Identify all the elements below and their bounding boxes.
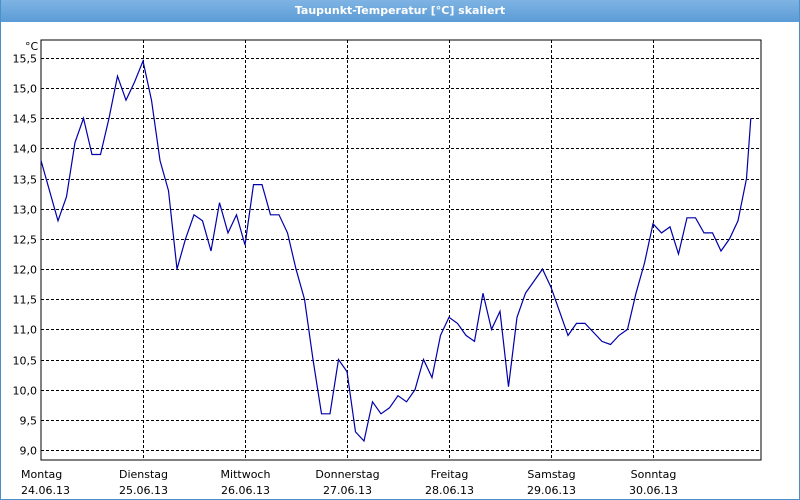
plot-frame [40, 39, 762, 461]
y-tick-label: 13,0 [13, 204, 38, 217]
x-date-label: 24.06.13 [21, 484, 70, 497]
y-tick-label: 13,5 [13, 174, 38, 187]
y-tick-label: 10,0 [13, 385, 38, 398]
x-date-label: 26.06.13 [221, 484, 270, 497]
y-tick-label: 14,0 [13, 143, 38, 156]
y-tick-label: 15,5 [13, 53, 38, 66]
y-tick-label: 14,5 [13, 113, 38, 126]
x-day-label: Montag [21, 468, 62, 481]
x-day-label: Samstag [527, 468, 575, 481]
window-title: Taupunkt-Temperatur [°C] skaliert [1, 0, 799, 22]
x-date-label: 27.06.13 [323, 484, 372, 497]
y-axis: °C 15,5 15,0 14,5 14,0 13,5 13,0 12,5 12,0 11,5 1… [13, 40, 39, 458]
y-tick-label: 12,0 [13, 264, 38, 277]
y-tick-label: 11,5 [13, 294, 38, 307]
y-unit-label: °C [25, 40, 39, 53]
x-day-label: Sonntag [631, 468, 677, 481]
x-date-label: 28.06.13 [425, 484, 474, 497]
y-tick-label: 10,5 [13, 355, 38, 368]
x-axis: Montag 24.06.13 Dienstag 25.06.13 Mittwoch 26… [21, 468, 678, 497]
y-tick-label: 9,5 [20, 415, 38, 428]
series-line [40, 58, 752, 443]
x-day-label: Mittwoch [221, 468, 271, 481]
y-tick-label: 11,0 [13, 324, 38, 337]
x-day-label: Donnerstag [315, 468, 379, 481]
x-date-label: 25.06.13 [119, 484, 168, 497]
y-tick-label: 9,0 [20, 445, 38, 458]
x-date-label: 29.06.13 [527, 484, 576, 497]
x-date-label: 30.06.13 [629, 484, 678, 497]
grid-lines [41, 40, 761, 460]
y-tick-label: 15,0 [13, 83, 38, 96]
x-day-label: Dienstag [119, 468, 168, 481]
x-day-label: Freitag [431, 468, 469, 481]
y-tick-label: 12,5 [13, 234, 38, 247]
